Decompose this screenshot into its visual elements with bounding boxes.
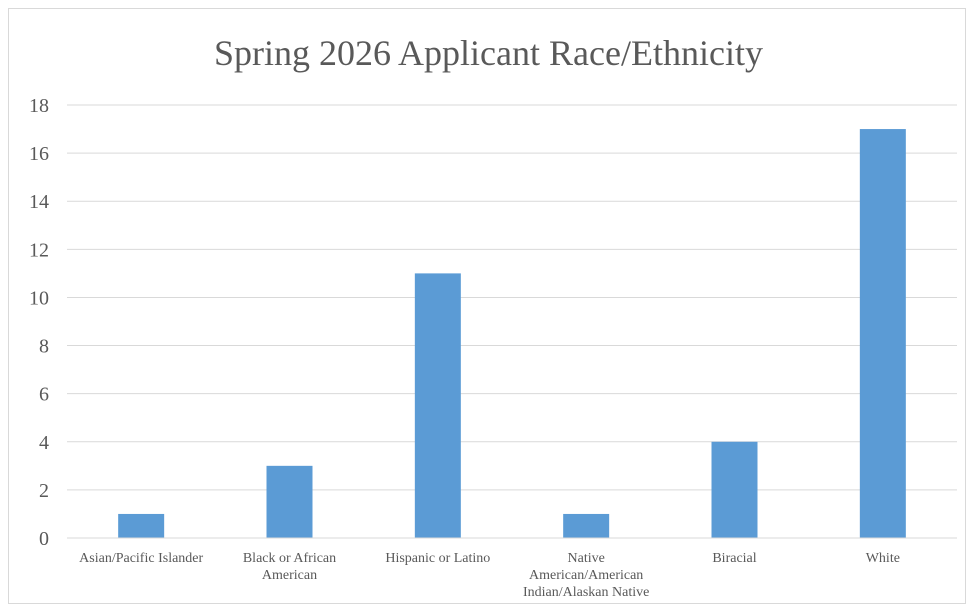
y-tick-label: 14 xyxy=(29,191,49,213)
x-category-label: White xyxy=(866,551,900,566)
x-category-label-line: Hispanic or Latino xyxy=(385,551,490,566)
x-category-label-line: Biracial xyxy=(712,551,756,566)
y-tick-label: 2 xyxy=(39,480,49,502)
y-tick-label: 4 xyxy=(39,432,49,454)
gridlines xyxy=(67,104,957,491)
x-category-label-line: Indian/Alaskan Native xyxy=(523,585,649,600)
y-tick-label: 0 xyxy=(39,528,49,550)
y-tick-label: 6 xyxy=(39,384,49,406)
x-category-label-line: American/American xyxy=(529,568,643,583)
bar xyxy=(563,513,610,538)
bar xyxy=(266,465,313,538)
y-tick-label: 8 xyxy=(39,336,49,358)
y-axis-tick-labels: 0 2 4 6 8 10 12 14 16 18 xyxy=(29,95,49,550)
x-category-label-line: Asian/Pacific Islander xyxy=(79,551,203,566)
bar xyxy=(118,513,165,538)
x-category-label-line: American xyxy=(262,568,317,583)
x-category-label-line: Native xyxy=(568,551,605,566)
chart-frame xyxy=(8,8,966,604)
x-category-label: Black or African American xyxy=(243,551,336,583)
x-category-label: Hispanic or Latino xyxy=(385,551,490,566)
x-category-label-line: Black or African xyxy=(243,551,336,566)
y-tick-label: 10 xyxy=(29,287,49,309)
y-tick-label: 18 xyxy=(29,95,49,117)
x-category-label: Biracial xyxy=(712,551,756,566)
y-tick-label: 12 xyxy=(29,239,49,261)
y-tick-label: 16 xyxy=(29,143,49,165)
x-category-label: Native American/American Indian/Alaskan Na… xyxy=(523,551,649,600)
bars xyxy=(118,129,906,539)
bar xyxy=(859,129,906,539)
x-category-label-line: White xyxy=(866,551,900,566)
chart-title: Spring 2026 Applicant Race/Ethnicity xyxy=(214,33,763,73)
x-category-label: Asian/Pacific Islander xyxy=(79,551,203,566)
bar xyxy=(414,273,461,538)
bar xyxy=(711,441,758,538)
x-axis-category-labels: Asian/Pacific Islander Black or African Am… xyxy=(79,551,900,600)
